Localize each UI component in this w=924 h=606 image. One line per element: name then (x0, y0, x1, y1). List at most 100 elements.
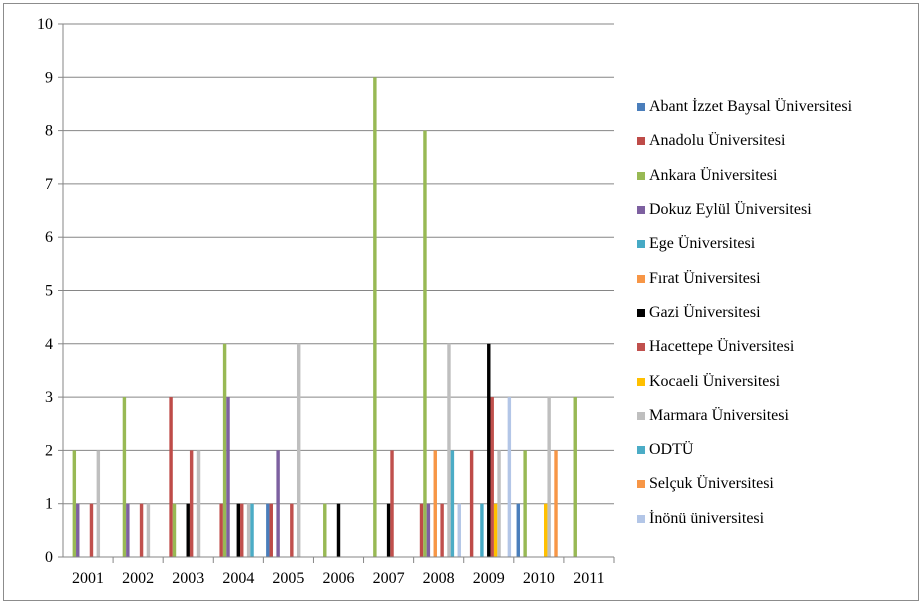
chart-frame: 0 1 2 3 4 5 6 7 8 9 10 2001 2002 2003 2004 2005 2006 2007… (3, 3, 919, 601)
bar (544, 503, 548, 557)
bar (169, 397, 173, 557)
y-tick-label: 10 (37, 16, 53, 33)
y-tick-label: 9 (45, 69, 53, 86)
bar (240, 503, 244, 557)
bar (250, 503, 254, 557)
legend-swatch (637, 240, 645, 249)
bar (290, 503, 294, 557)
bar (269, 503, 273, 557)
bar (447, 343, 451, 557)
x-tick-label: 2001 (72, 570, 104, 587)
bar (222, 343, 227, 557)
bar (126, 503, 130, 557)
bar (336, 503, 341, 557)
bar (554, 450, 558, 557)
legend-swatch (637, 103, 645, 112)
bar (373, 77, 377, 558)
bar (573, 397, 577, 557)
x-tick-label: 2005 (272, 570, 304, 587)
chart-plot: 0 1 2 3 4 5 6 7 8 9 10 2001 2002 2003 2004 2005 2006 2007… (37, 16, 615, 587)
x-tick-label: 2003 (172, 570, 204, 587)
y-tick-label: 5 (45, 283, 53, 300)
bar (547, 397, 551, 557)
legend-label: Dokuz Eylül Üniversitesi (649, 201, 812, 219)
bar (236, 503, 241, 557)
bar (172, 503, 177, 557)
legend-label: Fırat Üniversitesi (649, 269, 761, 287)
legend-item: Dokuz Eylül Üniversitesi (637, 193, 852, 227)
legend-item: Marmara Üniversitesi (637, 399, 852, 433)
legend-swatch (637, 446, 645, 455)
legend-item: Ege Üniversitesi (637, 227, 852, 261)
bar (390, 450, 394, 557)
bar (480, 503, 484, 557)
bar (96, 450, 101, 557)
bars (72, 77, 577, 558)
legend-swatch (637, 171, 645, 180)
bar (189, 450, 194, 557)
bar (457, 503, 461, 557)
y-tick-label: 3 (45, 389, 53, 406)
bar (323, 503, 327, 557)
bar (276, 450, 280, 557)
axes: 0 1 2 3 4 5 6 7 8 9 10 2001 2002 2003 2004 2005 2006 2007… (37, 16, 615, 587)
legend-swatch (637, 480, 645, 489)
legend-swatch (637, 514, 645, 523)
legend-label: Marmara Üniversitesi (649, 406, 789, 424)
legend-item: Hacettepe Üniversitesi (637, 330, 852, 364)
legend-label: Ankara Üniversitesi (649, 166, 778, 184)
bar (516, 503, 520, 557)
x-tick-label: 2011 (573, 570, 604, 587)
x-tick-label: 2007 (373, 570, 405, 587)
y-tick-label: 6 (45, 229, 53, 246)
legend-label: ODTÜ (649, 441, 694, 459)
bar (523, 450, 527, 557)
x-tick-label: 2004 (222, 570, 254, 587)
y-tick-label: 4 (45, 336, 53, 353)
legend-label: Gazi Üniversitesi (649, 303, 761, 321)
y-tick-label: 0 (45, 549, 53, 566)
bar (386, 503, 391, 557)
legend-swatch (637, 377, 645, 386)
legend-label: İnönü üniversitesi (649, 509, 765, 527)
x-tick-label: 2009 (473, 570, 505, 587)
y-tick-label: 8 (45, 123, 53, 140)
bar (89, 503, 94, 557)
legend: Abant İzzet Baysal Üniversitesi Anadolu Ü… (637, 90, 852, 536)
x-tick-label: 2002 (122, 570, 154, 587)
legend-swatch (637, 308, 645, 317)
y-tick-label: 7 (45, 176, 53, 193)
bar (493, 503, 498, 557)
x-tick-label: 2006 (323, 570, 355, 587)
legend-swatch (637, 411, 645, 420)
y-tick-label: 1 (45, 496, 53, 513)
bar (122, 397, 127, 557)
bar (433, 450, 437, 557)
legend-item: Anadolu Üniversitesi (637, 124, 852, 158)
legend-item: İnönü üniversitesi (637, 502, 852, 536)
legend-item: Kocaeli Üniversitesi (637, 364, 852, 398)
bar (296, 343, 301, 557)
legend-swatch (637, 343, 645, 352)
x-tick-label: 2008 (423, 570, 455, 587)
bar (266, 503, 270, 557)
x-tick-label: 2010 (523, 570, 555, 587)
bar (490, 397, 494, 557)
legend-item: Gazi Üniversitesi (637, 296, 852, 330)
legend-swatch (637, 137, 645, 146)
bar (450, 450, 455, 557)
bar (146, 503, 151, 557)
bar (219, 503, 223, 557)
legend-item: Fırat Üniversitesi (637, 261, 852, 295)
bar (440, 503, 444, 557)
bar (419, 503, 424, 557)
bar (423, 130, 427, 557)
bar (139, 503, 144, 557)
legend-label: Kocaeli Üniversitesi (649, 372, 781, 390)
legend-swatch (637, 206, 645, 215)
legend-item: Selçuk Üniversitesi (637, 467, 852, 501)
bar (76, 503, 80, 557)
legend-swatch (637, 274, 645, 283)
bar (469, 450, 474, 557)
bar (246, 503, 251, 557)
